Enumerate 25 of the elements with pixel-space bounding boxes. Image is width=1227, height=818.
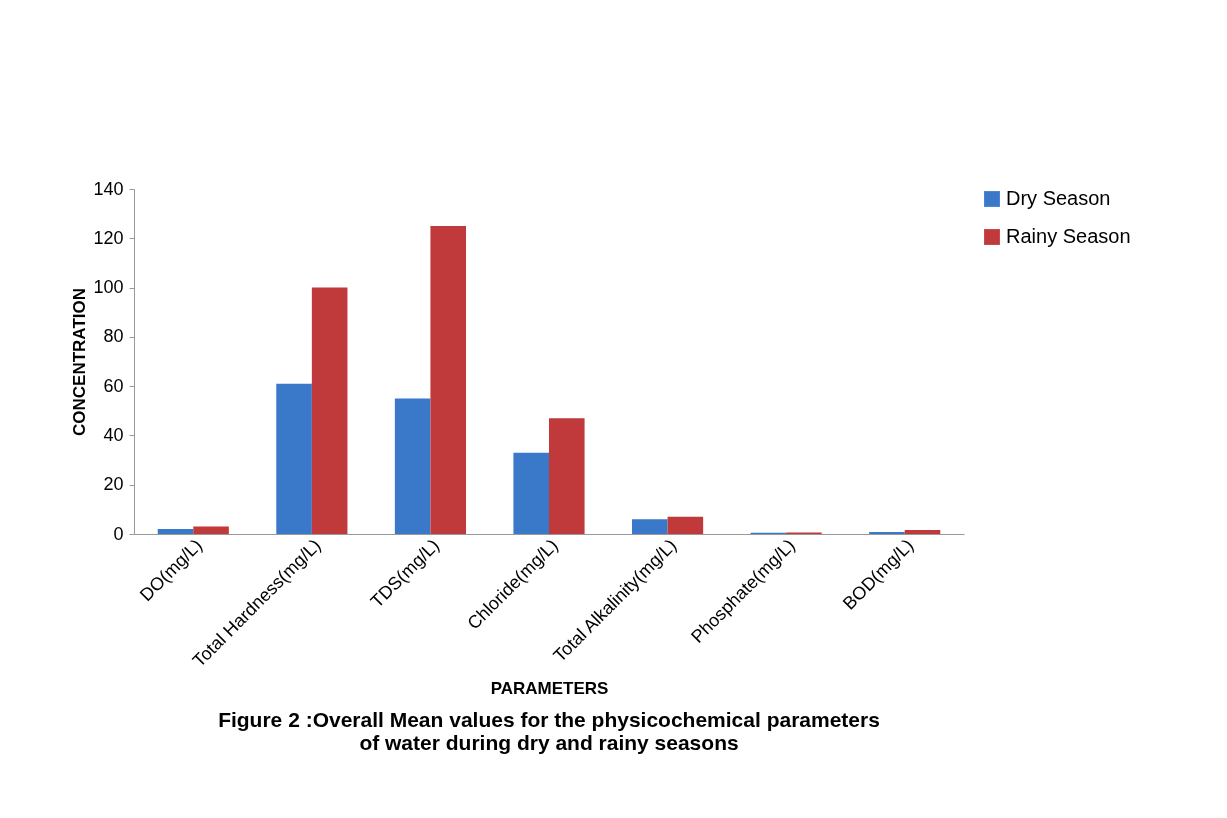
- bar: [394, 398, 431, 534]
- bar: [667, 516, 704, 534]
- legend-label: Rainy Season: [1006, 225, 1131, 247]
- y-tick-label: 0: [113, 523, 124, 544]
- y-axis-title: CONCENTRATION: [70, 288, 90, 436]
- bar: [549, 418, 585, 534]
- y-tick-label: 100: [93, 277, 124, 298]
- bar: [430, 225, 466, 534]
- bar: [632, 519, 668, 534]
- y-tick-label: 40: [103, 424, 124, 445]
- bar: [513, 452, 549, 534]
- y-tick-label: 120: [93, 227, 124, 248]
- text: Figure 2 :Overall Mean values for the physicochemical parameters: [218, 708, 880, 732]
- y-tick-label: 60: [103, 375, 124, 396]
- bar: [193, 526, 229, 534]
- y-tick-label: 20: [103, 474, 124, 495]
- bar: [276, 383, 312, 534]
- bar: [157, 529, 194, 534]
- bar: [311, 287, 348, 534]
- legend-label: Dry Season: [1006, 187, 1111, 209]
- y-tick-label: 140: [93, 178, 124, 199]
- text: of water during dry and rainy seasons: [359, 731, 739, 755]
- bar: [904, 530, 941, 534]
- x-axis-title: PARAMETERS: [490, 678, 609, 698]
- y-tick-label: 80: [103, 326, 124, 347]
